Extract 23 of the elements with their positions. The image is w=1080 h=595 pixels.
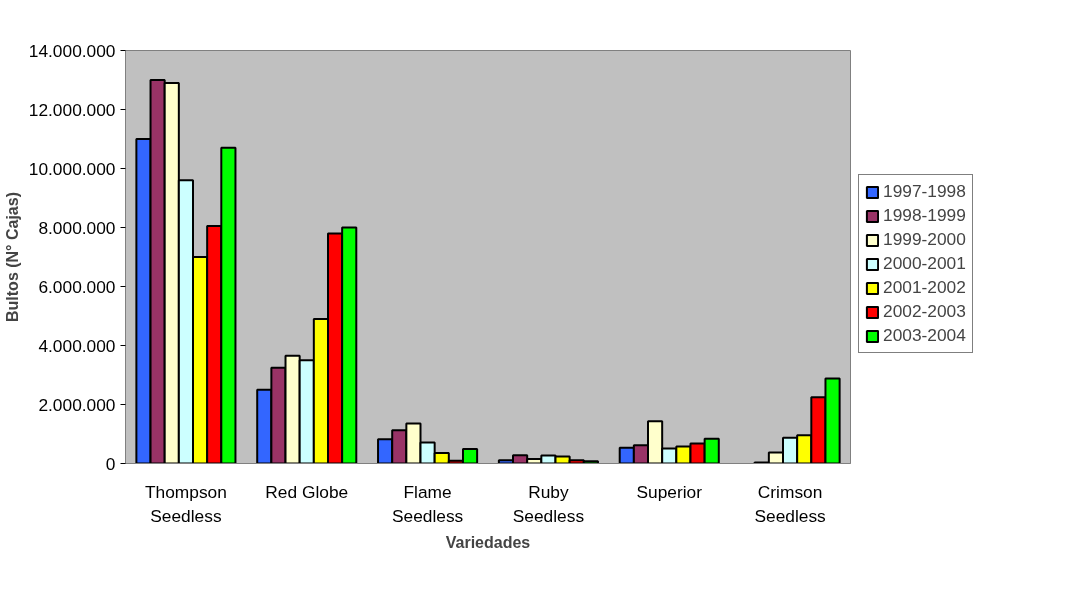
y-tick-label: 8.000.000 [38,217,116,238]
legend-label: 2001-2002 [883,277,966,298]
legend-label: 1997-1998 [883,181,966,202]
legend-label: 2002-2003 [883,301,966,322]
x-tick-label: Ruby Seedless [512,481,585,526]
y-tick-label: 12.000.000 [28,99,116,120]
legend-label: 2000-2001 [883,253,966,274]
y-tick-label: 10.000.000 [28,158,116,179]
y-tick-label: 14.000.000 [28,40,116,61]
x-tick-label: Red Globe [265,481,349,502]
x-axis-title: Variedades [445,533,531,551]
y-tick-label: 4.000.000 [38,335,116,356]
legend-label: 2003-2004 [883,325,966,346]
y-tick-label: 0 [105,453,116,474]
y-tick-label: 6.000.000 [38,276,116,297]
legend-label: 1998-1999 [883,205,966,226]
x-tick-label: Thompson Seedless [144,481,227,526]
x-tick-label: Superior [636,481,703,502]
legend-label: 1999-2000 [883,229,966,250]
y-axis-title: Bultos (N° Cajas) [3,192,21,322]
x-tick-label: Crimson Seedless [754,481,827,526]
y-tick-label: 2.000.000 [38,394,116,415]
x-tick-label: Flame Seedless [391,481,464,526]
